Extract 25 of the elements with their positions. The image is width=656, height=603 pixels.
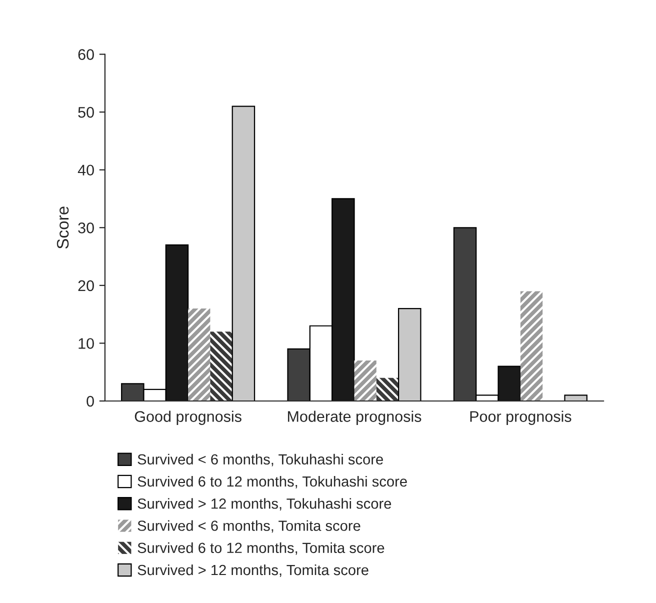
bar (188, 308, 210, 401)
bar (398, 308, 422, 401)
y-axis-title: Score (56, 206, 69, 249)
bar (210, 332, 232, 401)
bar (564, 394, 588, 401)
x-tick-label: Moderate prognosis (288, 410, 422, 425)
legend-label: Survived 6 to 12 months, Tokuhashi score (138, 476, 407, 488)
legend-label: Survived > 12 months, Tokuhashi score (138, 498, 392, 511)
y-tick-label: 10 (78, 338, 94, 349)
bar (376, 378, 399, 401)
x-tick-label: Good prognosis (134, 410, 242, 425)
y-tick-label: 20 (78, 280, 94, 292)
legend-label: Survived < 6 months, Tokuhashi score (138, 454, 383, 466)
y-tick-label: 40 (78, 164, 94, 176)
y-tick-label: 0 (86, 396, 94, 407)
legend-label: Survived 6 to 12 months, Tomita score (138, 542, 384, 555)
bar (520, 291, 543, 401)
y-tick-label: 50 (78, 106, 94, 118)
bar (354, 360, 376, 401)
legend-label: Survived > 12 months, Tomita score (138, 564, 368, 577)
legend-label: Survived < 6 months, Tomita score (138, 520, 360, 533)
bar (232, 106, 256, 401)
y-tick-label: 60 (78, 49, 94, 60)
y-tick-label: 30 (78, 222, 94, 234)
x-tick-label: Poor prognosis (470, 410, 572, 425)
